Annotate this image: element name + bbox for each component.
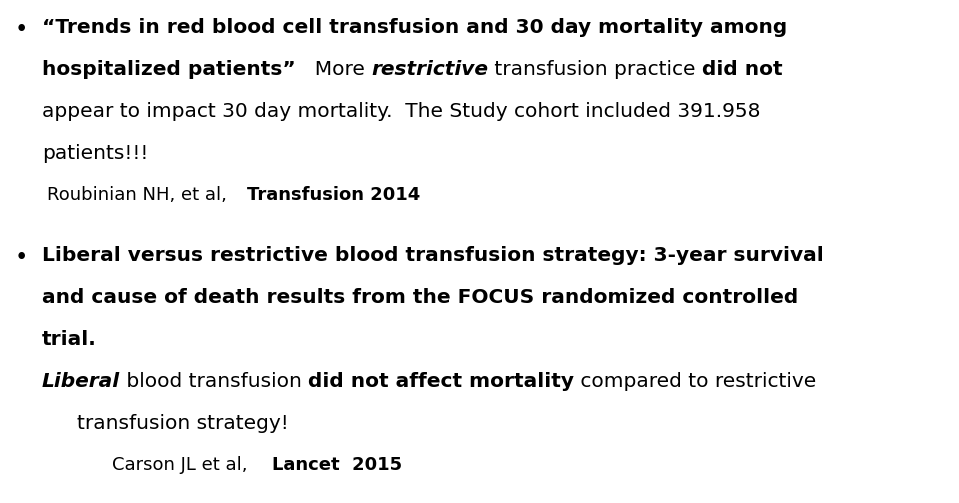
Text: did not affect mortality: did not affect mortality (309, 372, 574, 391)
Text: Transfusion 2014: Transfusion 2014 (246, 186, 420, 204)
Text: transfusion practice: transfusion practice (488, 60, 702, 79)
Text: •: • (15, 18, 29, 41)
Text: Roubinian NH, et al,: Roubinian NH, et al, (47, 186, 227, 204)
Text: “Trends in red blood cell transfusion and 30 day mortality among: “Trends in red blood cell transfusion an… (42, 18, 787, 37)
Text: transfusion strategy!: transfusion strategy! (77, 414, 289, 433)
Text: restrictive: restrictive (371, 60, 488, 79)
Text: and cause of death results from the FOCUS randomized controlled: and cause of death results from the FOCU… (42, 288, 798, 307)
Text: Liberal: Liberal (42, 372, 120, 391)
Text: Carson JL et al,: Carson JL et al, (112, 456, 247, 474)
Text: More: More (302, 60, 371, 79)
Text: Liberal versus restrictive blood transfusion strategy: 3-year survival: Liberal versus restrictive blood transfu… (42, 246, 824, 265)
Text: hospitalized patients”: hospitalized patients” (42, 60, 295, 79)
Text: compared to restrictive: compared to restrictive (574, 372, 817, 391)
Text: appear to impact 30 day mortality.  The Study cohort included 391.958: appear to impact 30 day mortality. The S… (42, 102, 760, 121)
Text: blood transfusion: blood transfusion (120, 372, 309, 391)
Text: •: • (15, 246, 29, 269)
Text: did not: did not (702, 60, 783, 79)
Text: Lancet  2015: Lancet 2015 (272, 456, 403, 474)
Text: trial.: trial. (42, 330, 97, 349)
Text: patients!!!: patients!!! (42, 144, 149, 163)
